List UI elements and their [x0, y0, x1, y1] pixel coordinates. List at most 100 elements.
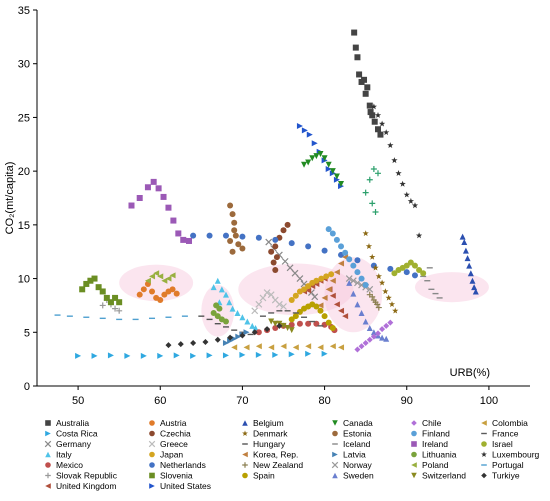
data-point [99, 302, 106, 309]
data-point [272, 266, 279, 273]
data-point [160, 193, 167, 200]
data-point [150, 178, 157, 185]
data-point [366, 324, 373, 331]
data-point [231, 219, 238, 226]
series-austria [136, 280, 180, 304]
data-point [395, 170, 402, 176]
data-point [372, 264, 379, 271]
data-point [358, 275, 365, 282]
data-point [358, 343, 365, 350]
data-point [157, 352, 164, 359]
data-point [350, 290, 357, 297]
data-point [369, 200, 376, 207]
data-point [107, 299, 114, 306]
legend-item: Latvia [332, 450, 366, 460]
legend-item: Israel [481, 439, 513, 449]
y-axis-label: CO₂(mt/capita) [4, 162, 16, 235]
data-point [91, 275, 98, 282]
legend-item: Luxembourg [481, 450, 540, 460]
data-point [388, 301, 396, 307]
data-point [175, 230, 182, 237]
data-point [333, 269, 340, 276]
series-slovenia [79, 275, 123, 306]
data-point [296, 275, 304, 282]
data-point [214, 336, 221, 343]
data-point [323, 273, 330, 280]
data-point [321, 313, 328, 320]
legend-label: Portugal [492, 460, 524, 470]
legend-marker [242, 430, 248, 436]
data-point [420, 270, 427, 277]
data-point [222, 352, 229, 359]
legend-label: Mexico [56, 460, 83, 470]
data-point [379, 279, 386, 286]
data-point [268, 248, 275, 255]
data-point [407, 197, 414, 204]
data-point [411, 272, 418, 279]
data-point [149, 273, 156, 280]
legend-item: Germany [44, 439, 92, 449]
series-portugal [54, 314, 188, 321]
series-france [259, 310, 324, 327]
data-point [186, 237, 193, 244]
data-point [346, 279, 353, 286]
legend-item: Ireland [411, 439, 448, 449]
data-point [153, 270, 160, 277]
data-point [329, 343, 336, 350]
legend-marker [481, 472, 487, 479]
series-new-zealand [366, 291, 382, 311]
y-tick-label: 5 [24, 327, 30, 339]
data-point [79, 286, 86, 293]
data-point [83, 280, 90, 287]
y-tick-label: 0 [24, 381, 30, 393]
data-point [239, 314, 246, 321]
legend-label: United States [160, 481, 211, 491]
data-point [251, 307, 259, 315]
legend-label: Switzerland [422, 471, 466, 481]
legend-item: Portugal [481, 460, 524, 470]
legend-label: Slovenia [160, 471, 193, 481]
legend-item: Czechia [149, 429, 191, 439]
data-point [214, 313, 221, 320]
data-point [243, 344, 250, 351]
data-point [338, 260, 345, 267]
data-point [369, 112, 376, 119]
legend-label: Germany [56, 439, 92, 449]
data-point [416, 266, 423, 273]
data-point [377, 131, 384, 138]
data-point [165, 342, 172, 349]
legend-item: Netherlands [149, 460, 206, 470]
data-point [124, 352, 131, 359]
legend-label: Lithuania [422, 450, 457, 460]
legend-item: Hungary [242, 439, 286, 449]
data-point [288, 327, 295, 334]
data-point [318, 275, 325, 282]
data-point [459, 233, 466, 240]
data-point [374, 330, 381, 337]
legend-label: Colombia [492, 418, 528, 428]
legend-label: Ireland [422, 439, 448, 449]
legend-label: Sweden [343, 471, 374, 481]
data-point [210, 284, 217, 291]
data-point [249, 322, 256, 329]
legend-label: Netherlands [160, 460, 206, 470]
x-tick-label: 50 [72, 395, 84, 407]
data-point [346, 256, 353, 263]
data-point [392, 307, 399, 314]
data-point [338, 243, 345, 250]
data-point [472, 288, 479, 295]
data-point [325, 226, 332, 233]
data-point [354, 279, 361, 287]
data-point [229, 248, 236, 255]
legend-item: Canada [332, 418, 373, 428]
data-point [317, 150, 324, 157]
data-point [328, 271, 335, 278]
data-point [136, 291, 143, 298]
data-point [190, 232, 197, 239]
data-point [103, 294, 110, 301]
legend-marker [45, 420, 51, 426]
data-point [275, 300, 283, 308]
data-point [155, 185, 162, 192]
data-point [231, 344, 238, 351]
legend-item: France [481, 429, 519, 439]
